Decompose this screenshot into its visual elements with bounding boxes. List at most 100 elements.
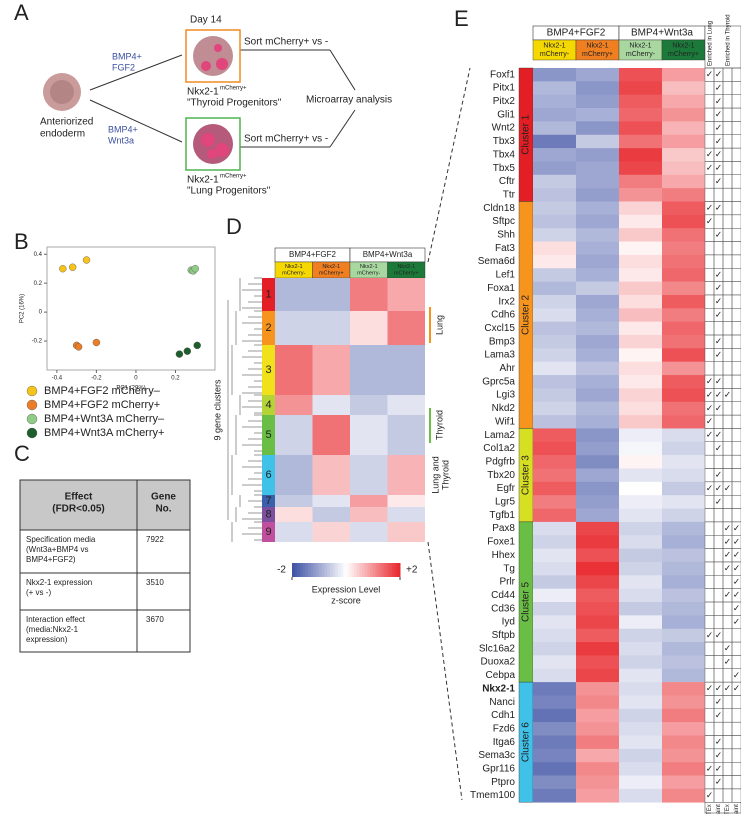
heat-cell [662,214,705,229]
gene-name: Lgr5 [495,497,515,508]
scale-step [313,563,317,577]
heat-cell [662,615,705,629]
table-cell: Nkx2-1 expression [26,578,92,587]
heat-cell [619,668,662,683]
heat-cell [662,268,705,282]
heat-cell [619,268,662,282]
heat-cell [662,695,705,710]
legend-swatch [26,399,38,411]
heat-cell [619,508,662,523]
scale-step [292,563,296,577]
heat-cell [533,94,576,109]
check-cell [704,187,715,202]
heat-cell [619,321,662,336]
heat-cell [576,495,619,509]
cluster-bar [262,522,275,542]
box [185,117,241,171]
column-header-label: Nkx2-1 [672,42,694,49]
heat-cell [576,428,619,443]
scale-step [316,563,320,577]
gene-name: Sftpc [492,216,515,227]
heat-cell [275,455,313,495]
check: ✓ [706,216,714,226]
heat-cell [387,345,425,395]
y-tick-label: 0 [39,310,43,316]
heat-cell [576,254,619,269]
gene-name: Nkx2-1 [482,683,515,694]
heat-cell [619,748,662,763]
heat-cell [576,161,619,176]
heat-cell [387,415,425,455]
heat-cell [662,602,705,616]
heat-cell [576,148,619,162]
legend-swatch [26,385,38,397]
check-cell [704,334,715,349]
scale-step [343,563,347,577]
heat-cell [619,188,662,202]
heat-cell [275,278,313,311]
check-cell [704,134,715,149]
check: ✓ [706,376,714,386]
heat-cell [619,161,662,176]
check: ✓ [706,630,714,640]
scale-step [332,563,336,577]
point [193,341,201,350]
heat-cell [533,174,576,189]
check: ✓ [733,536,741,546]
check-cell [704,308,715,322]
check-cell [704,521,715,536]
gene-name: Sema3c [478,750,515,761]
heat-cell [619,375,662,389]
cluster-bar [262,278,275,311]
heat-cell [350,495,388,507]
heat-cell [619,521,662,536]
heat-cell [619,495,662,509]
check-cell [704,321,715,336]
check: ✓ [715,737,723,747]
check: ✓ [733,603,741,613]
superscript: mCherry+ [220,174,247,180]
check-cell [722,468,733,483]
gene-name: Wnt2 [492,123,516,134]
gene-name: Cdh1 [491,710,515,721]
check: ✓ [706,389,714,399]
heat-cell [619,361,662,376]
heat-cell [576,468,619,483]
heat-cell [576,94,619,109]
column-header-label: Nkx2-1 [397,264,415,270]
check-cell [704,107,715,122]
check-cell [731,788,741,803]
scale-step [375,563,379,577]
table-cell: Interaction effect [26,615,86,624]
gene-name: Hhex [492,550,515,561]
check-cell [722,121,733,135]
check-cell [731,695,741,710]
heat-cell [662,561,705,576]
heat-cell [619,628,662,643]
cluster-bar [262,311,275,345]
heat-cell [662,428,705,443]
heat-cell [576,228,619,242]
check-cell [731,161,741,175]
check-cell [722,361,733,376]
heat-cell [533,401,576,416]
check: ✓ [715,69,723,79]
x-axis-label: PC1 (29%) [116,386,145,392]
heat-cell [576,668,619,683]
gene-name: Sftpb [492,630,516,641]
check-cell [722,254,733,269]
heat-cell [576,108,619,122]
heat-cell [312,345,350,395]
heat-cell [576,294,619,309]
heat-cell [662,254,705,269]
scale-step [297,563,301,577]
heat-cell [533,561,576,576]
heat-cell [533,188,576,202]
heat-cell [619,575,662,589]
check-cell [722,495,733,509]
check: ✓ [715,309,723,319]
heat-cell [312,495,350,507]
source-label: Genepaint [734,804,740,814]
point [183,347,192,355]
table-cell: 7922 [146,535,164,544]
